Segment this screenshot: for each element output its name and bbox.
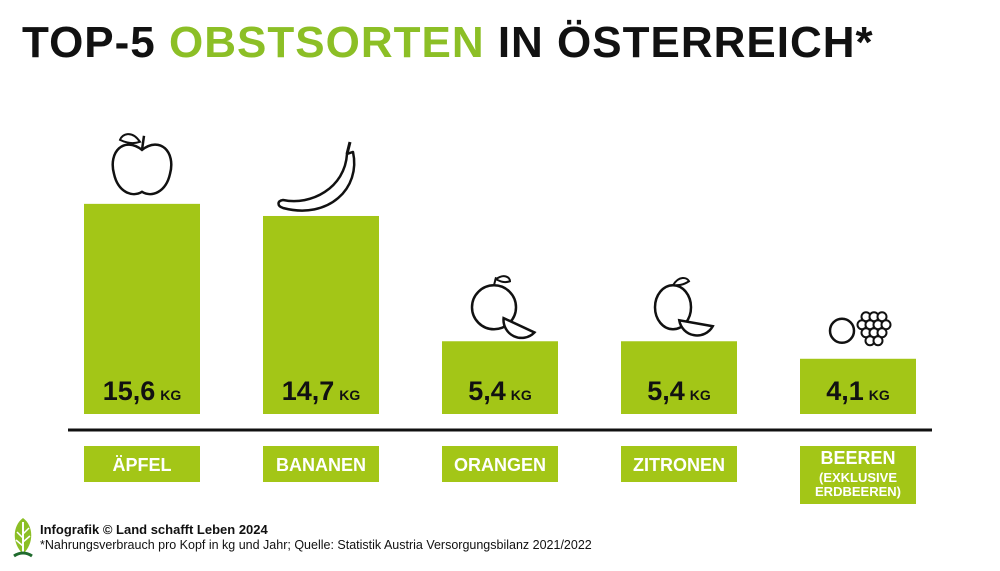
category-label: BANANEN: [276, 455, 366, 475]
title-part-2: IN ÖSTERREICH*: [497, 18, 874, 67]
bar-value: 15,6: [103, 376, 156, 406]
apple-stem: [140, 135, 146, 151]
category-label: BEEREN: [820, 448, 895, 468]
bar-value: 4,1: [826, 376, 864, 406]
leaf-logo-icon: [13, 518, 33, 558]
category-label: ERDBEEREN): [815, 484, 901, 499]
bar-unit: KG: [160, 387, 181, 403]
bar-unit: KG: [690, 387, 711, 403]
category-label: ORANGEN: [454, 455, 546, 475]
bar-unit: KG: [869, 387, 890, 403]
blueberry: [828, 317, 856, 345]
banana-tip: [345, 141, 352, 155]
apple-icon: [111, 133, 173, 196]
category-box: [621, 446, 737, 482]
apple-body: [111, 143, 173, 196]
bar-value: 5,4: [647, 376, 685, 406]
orange-leaf: [493, 275, 512, 286]
footer-credit: Infografik © Land schafft Leben 2024: [40, 522, 268, 537]
apple-leaf: [118, 133, 142, 145]
orange-slice: [502, 316, 537, 340]
category-label: ÄPFEL: [112, 455, 171, 475]
bar-value: 5,4: [468, 376, 506, 406]
bar-value-label: 14,7 KG: [282, 376, 361, 406]
lemon-slice: [677, 318, 715, 337]
bar-value-label: 4,1 KG: [826, 376, 890, 406]
category-box: [442, 446, 558, 482]
bar: [84, 203, 200, 414]
bar: [263, 215, 379, 414]
lemon-icon: [653, 277, 715, 337]
orange-icon: [470, 275, 537, 340]
berries-icon: [828, 311, 892, 347]
bar: [442, 341, 558, 414]
category-box: [84, 446, 200, 482]
bar-unit: KG: [511, 387, 532, 403]
category-box: [263, 446, 379, 482]
title-part-1: TOP-5: [22, 18, 156, 67]
lemon-leaf: [671, 277, 691, 287]
category-box: [800, 446, 916, 504]
bar: [800, 358, 916, 414]
bar-value-label: 5,4 KG: [647, 376, 711, 406]
bar-unit: KG: [339, 387, 360, 403]
title-accent: OBSTSORTEN: [169, 18, 485, 67]
bar-value-label: 15,6 KG: [103, 376, 182, 406]
category-label: ZITRONEN: [633, 455, 725, 475]
footer-note: *Nahrungsverbrauch pro Kopf in kg und Ja…: [40, 538, 592, 552]
category-label: (EXKLUSIVE: [819, 470, 897, 485]
banana-icon: [277, 141, 356, 212]
bar-value: 14,7: [282, 376, 335, 406]
bar-value-label: 5,4 KG: [468, 376, 532, 406]
berry-drupelet: [872, 335, 884, 347]
chart-title: TOP-5 OBSTSORTEN IN ÖSTERREICH*: [22, 18, 874, 68]
bar: [621, 341, 737, 414]
banana-body: [277, 150, 356, 212]
